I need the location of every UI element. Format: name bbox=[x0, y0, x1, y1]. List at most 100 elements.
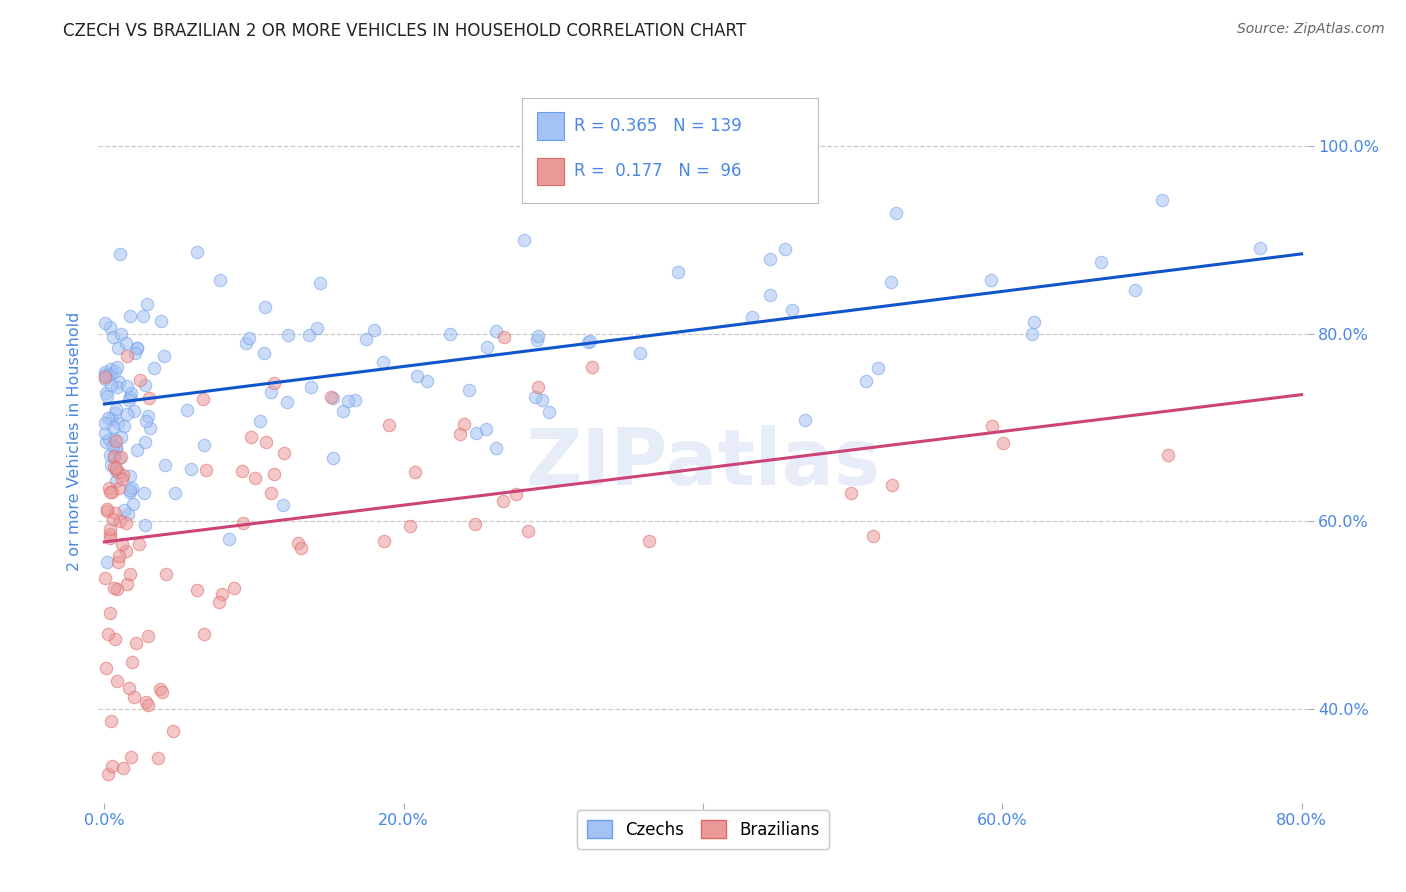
Point bbox=[155, 458, 177, 472]
FancyBboxPatch shape bbox=[522, 98, 818, 203]
Point bbox=[567, 137, 589, 152]
Point bbox=[439, 327, 461, 342]
Point bbox=[121, 655, 143, 669]
Point bbox=[186, 582, 208, 597]
Point bbox=[449, 426, 471, 441]
Point bbox=[354, 332, 377, 346]
FancyBboxPatch shape bbox=[537, 112, 564, 139]
Point bbox=[115, 516, 138, 531]
Point bbox=[120, 386, 142, 401]
Text: CZECH VS BRAZILIAN 2 OR MORE VEHICLES IN HOUSEHOLD CORRELATION CHART: CZECH VS BRAZILIAN 2 OR MORE VEHICLES IN… bbox=[63, 22, 747, 40]
Point bbox=[136, 409, 159, 424]
Point bbox=[404, 465, 426, 479]
Point bbox=[1152, 193, 1174, 207]
Point bbox=[322, 451, 344, 466]
Point bbox=[458, 383, 481, 397]
Point bbox=[125, 636, 148, 650]
Point bbox=[880, 275, 903, 289]
Point bbox=[100, 378, 122, 392]
Point bbox=[149, 314, 172, 328]
Point bbox=[453, 417, 475, 432]
Point bbox=[139, 420, 162, 434]
Point bbox=[96, 502, 118, 516]
Text: ZIPatlas: ZIPatlas bbox=[526, 425, 880, 501]
Point bbox=[111, 473, 134, 487]
Point bbox=[321, 391, 343, 405]
Legend: Czechs, Brazilians: Czechs, Brazilians bbox=[576, 811, 830, 848]
Point bbox=[527, 329, 550, 343]
FancyBboxPatch shape bbox=[537, 158, 564, 185]
Point bbox=[104, 434, 127, 448]
Point bbox=[758, 252, 780, 266]
Point bbox=[305, 321, 328, 335]
Point bbox=[112, 503, 135, 517]
Point bbox=[373, 355, 395, 369]
Point bbox=[287, 536, 309, 550]
Text: R =  0.177   N =  96: R = 0.177 N = 96 bbox=[574, 162, 741, 180]
Point bbox=[100, 458, 122, 472]
Point bbox=[235, 335, 257, 350]
Point bbox=[120, 310, 142, 324]
Point bbox=[100, 362, 122, 376]
Point bbox=[773, 242, 796, 256]
Point bbox=[97, 410, 120, 425]
Point bbox=[273, 446, 295, 460]
Point bbox=[150, 685, 173, 699]
Point bbox=[138, 629, 160, 643]
Point bbox=[128, 537, 150, 551]
Point bbox=[98, 319, 121, 334]
Point bbox=[100, 367, 122, 381]
Point bbox=[276, 395, 298, 409]
Point bbox=[120, 483, 142, 497]
Point bbox=[94, 365, 117, 379]
Point bbox=[96, 386, 118, 401]
Point bbox=[628, 346, 651, 360]
Point bbox=[105, 474, 128, 488]
Point bbox=[378, 418, 401, 433]
Point bbox=[299, 380, 322, 394]
Point bbox=[127, 341, 149, 355]
Point bbox=[363, 323, 385, 337]
Point bbox=[118, 390, 141, 404]
Point bbox=[398, 519, 420, 533]
Point bbox=[97, 767, 120, 781]
Point bbox=[231, 464, 253, 478]
Point bbox=[104, 406, 127, 420]
Point bbox=[146, 751, 169, 765]
Point bbox=[253, 345, 276, 359]
Point bbox=[132, 309, 155, 323]
Point bbox=[485, 324, 508, 338]
Point bbox=[100, 758, 122, 772]
Point bbox=[576, 334, 599, 349]
Point bbox=[118, 392, 141, 407]
Y-axis label: 2 or more Vehicles in Household: 2 or more Vehicles in Household bbox=[67, 312, 83, 571]
Point bbox=[104, 632, 127, 646]
Point bbox=[273, 498, 295, 512]
Point bbox=[110, 430, 132, 444]
Point bbox=[114, 336, 136, 351]
Point bbox=[98, 531, 121, 545]
Point bbox=[103, 581, 125, 595]
Point bbox=[793, 413, 815, 427]
Point bbox=[124, 346, 146, 360]
Point bbox=[111, 761, 134, 775]
Point bbox=[118, 681, 141, 695]
Point bbox=[108, 514, 131, 528]
Text: R = 0.365   N = 139: R = 0.365 N = 139 bbox=[574, 117, 741, 135]
Point bbox=[211, 587, 233, 601]
Point bbox=[218, 532, 240, 546]
Point bbox=[121, 481, 143, 495]
Point bbox=[97, 368, 120, 383]
Point bbox=[94, 661, 117, 675]
Point bbox=[512, 233, 534, 247]
Point bbox=[464, 516, 486, 531]
Point bbox=[103, 420, 125, 434]
Point bbox=[263, 467, 285, 482]
Point bbox=[406, 369, 429, 384]
Point bbox=[124, 404, 146, 418]
Point bbox=[118, 567, 141, 582]
Point bbox=[260, 384, 283, 399]
Point bbox=[115, 407, 138, 421]
Point bbox=[277, 328, 299, 343]
Point bbox=[505, 487, 527, 501]
